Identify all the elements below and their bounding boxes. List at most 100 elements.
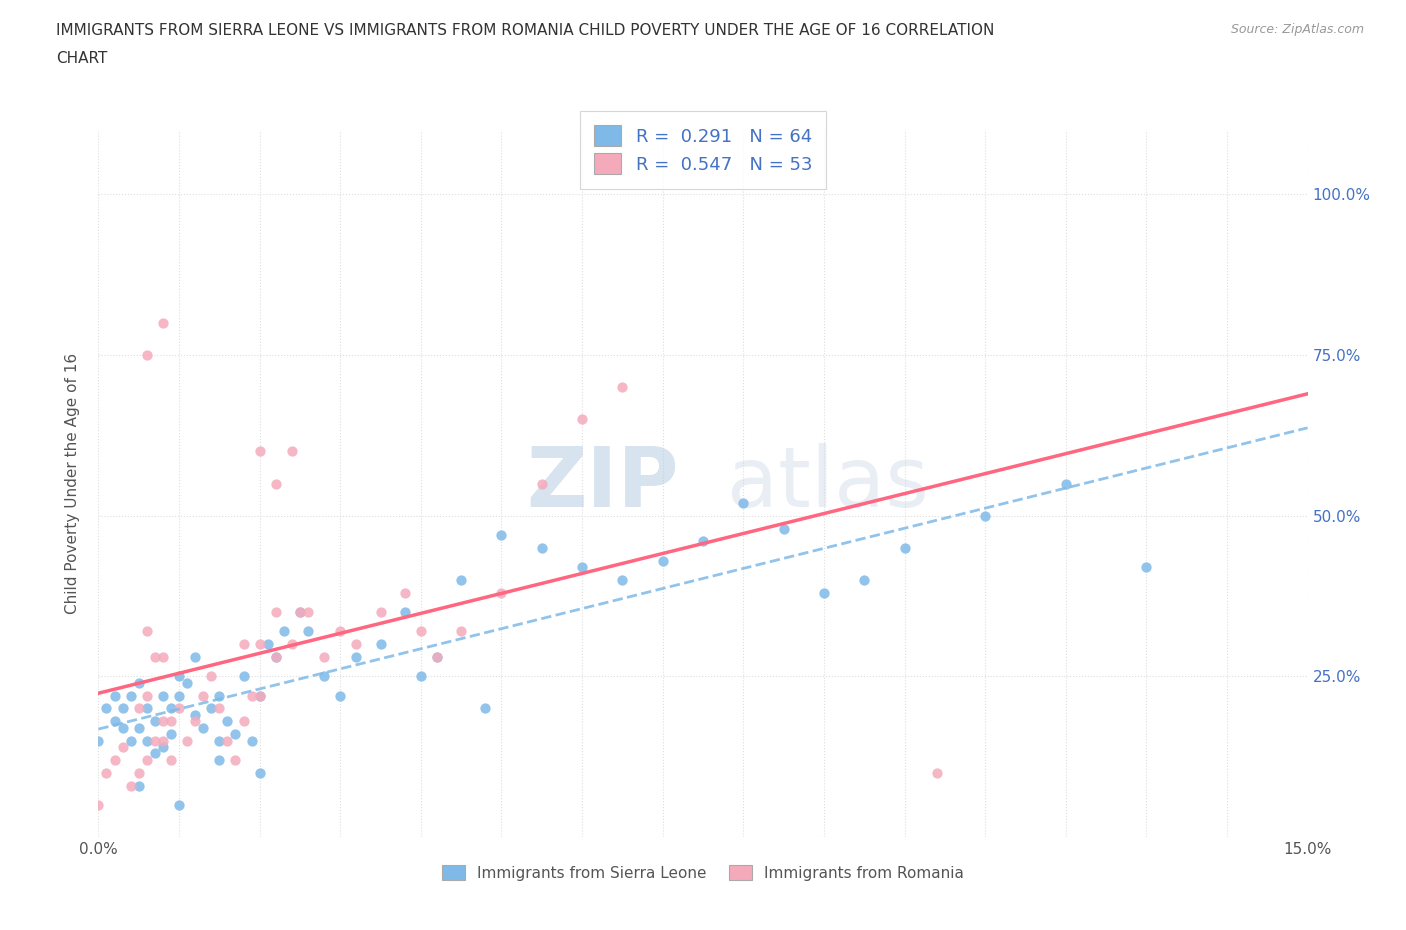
- Point: [143, 733, 166, 748]
- Point: [128, 675, 150, 690]
- Point: [1054, 476, 1077, 491]
- Point: [314, 669, 336, 684]
- Point: [571, 412, 593, 427]
- Point: [111, 721, 134, 736]
- Point: [772, 521, 794, 536]
- Point: [264, 650, 287, 665]
- Point: [103, 688, 125, 703]
- Y-axis label: Child Poverty Under the Age of 16: Child Poverty Under the Age of 16: [65, 353, 80, 614]
- Point: [249, 688, 271, 703]
- Point: [143, 650, 166, 665]
- Point: [893, 540, 915, 555]
- Point: [394, 604, 416, 619]
- Point: [1135, 560, 1157, 575]
- Point: [176, 733, 198, 748]
- Point: [152, 650, 174, 665]
- Point: [288, 604, 311, 619]
- Point: [297, 624, 319, 639]
- Point: [249, 444, 271, 458]
- Point: [530, 476, 553, 491]
- Text: Source: ZipAtlas.com: Source: ZipAtlas.com: [1230, 23, 1364, 36]
- Point: [200, 701, 222, 716]
- Point: [409, 624, 432, 639]
- Point: [240, 733, 263, 748]
- Point: [264, 650, 287, 665]
- Point: [111, 739, 134, 754]
- Point: [281, 444, 304, 458]
- Point: [370, 637, 392, 652]
- Point: [96, 765, 118, 780]
- Point: [152, 739, 174, 754]
- Point: [135, 752, 157, 767]
- Point: [426, 650, 449, 665]
- Point: [264, 604, 287, 619]
- Point: [167, 797, 190, 812]
- Point: [450, 573, 472, 588]
- Point: [193, 688, 215, 703]
- Text: atlas: atlas: [727, 443, 929, 525]
- Point: [232, 669, 254, 684]
- Point: [288, 604, 311, 619]
- Point: [264, 476, 287, 491]
- Point: [184, 714, 207, 729]
- Legend: Immigrants from Sierra Leone, Immigrants from Romania: Immigrants from Sierra Leone, Immigrants…: [429, 853, 977, 893]
- Point: [249, 688, 271, 703]
- Point: [612, 573, 634, 588]
- Point: [167, 688, 190, 703]
- Text: IMMIGRANTS FROM SIERRA LEONE VS IMMIGRANTS FROM ROMANIA CHILD POVERTY UNDER THE : IMMIGRANTS FROM SIERRA LEONE VS IMMIGRAN…: [56, 23, 994, 38]
- Point: [370, 604, 392, 619]
- Point: [160, 752, 183, 767]
- Point: [87, 797, 110, 812]
- Point: [426, 650, 449, 665]
- Point: [167, 701, 190, 716]
- Point: [103, 752, 125, 767]
- Point: [128, 701, 150, 716]
- Point: [217, 714, 239, 729]
- Point: [128, 721, 150, 736]
- Point: [249, 637, 271, 652]
- Point: [297, 604, 319, 619]
- Point: [160, 726, 183, 741]
- Point: [491, 527, 513, 542]
- Point: [651, 553, 673, 568]
- Point: [135, 688, 157, 703]
- Point: [111, 701, 134, 716]
- Point: [208, 688, 231, 703]
- Point: [120, 778, 142, 793]
- Point: [249, 765, 271, 780]
- Point: [974, 509, 997, 524]
- Point: [152, 315, 174, 330]
- Point: [200, 669, 222, 684]
- Point: [96, 701, 118, 716]
- Point: [208, 752, 231, 767]
- Point: [87, 733, 110, 748]
- Point: [208, 733, 231, 748]
- Point: [224, 726, 246, 741]
- Point: [193, 721, 215, 736]
- Point: [733, 496, 755, 511]
- Point: [143, 746, 166, 761]
- Point: [128, 765, 150, 780]
- Point: [925, 765, 948, 780]
- Point: [256, 637, 278, 652]
- Point: [329, 688, 352, 703]
- Point: [103, 714, 125, 729]
- Point: [184, 708, 207, 723]
- Point: [120, 688, 142, 703]
- Point: [135, 701, 157, 716]
- Point: [152, 688, 174, 703]
- Point: [152, 733, 174, 748]
- Point: [184, 650, 207, 665]
- Point: [273, 624, 295, 639]
- Point: [314, 650, 336, 665]
- Point: [409, 669, 432, 684]
- Point: [232, 637, 254, 652]
- Point: [474, 701, 496, 716]
- Point: [120, 733, 142, 748]
- Point: [692, 534, 714, 549]
- Point: [143, 714, 166, 729]
- Point: [813, 585, 835, 600]
- Point: [240, 688, 263, 703]
- Point: [135, 624, 157, 639]
- Point: [450, 624, 472, 639]
